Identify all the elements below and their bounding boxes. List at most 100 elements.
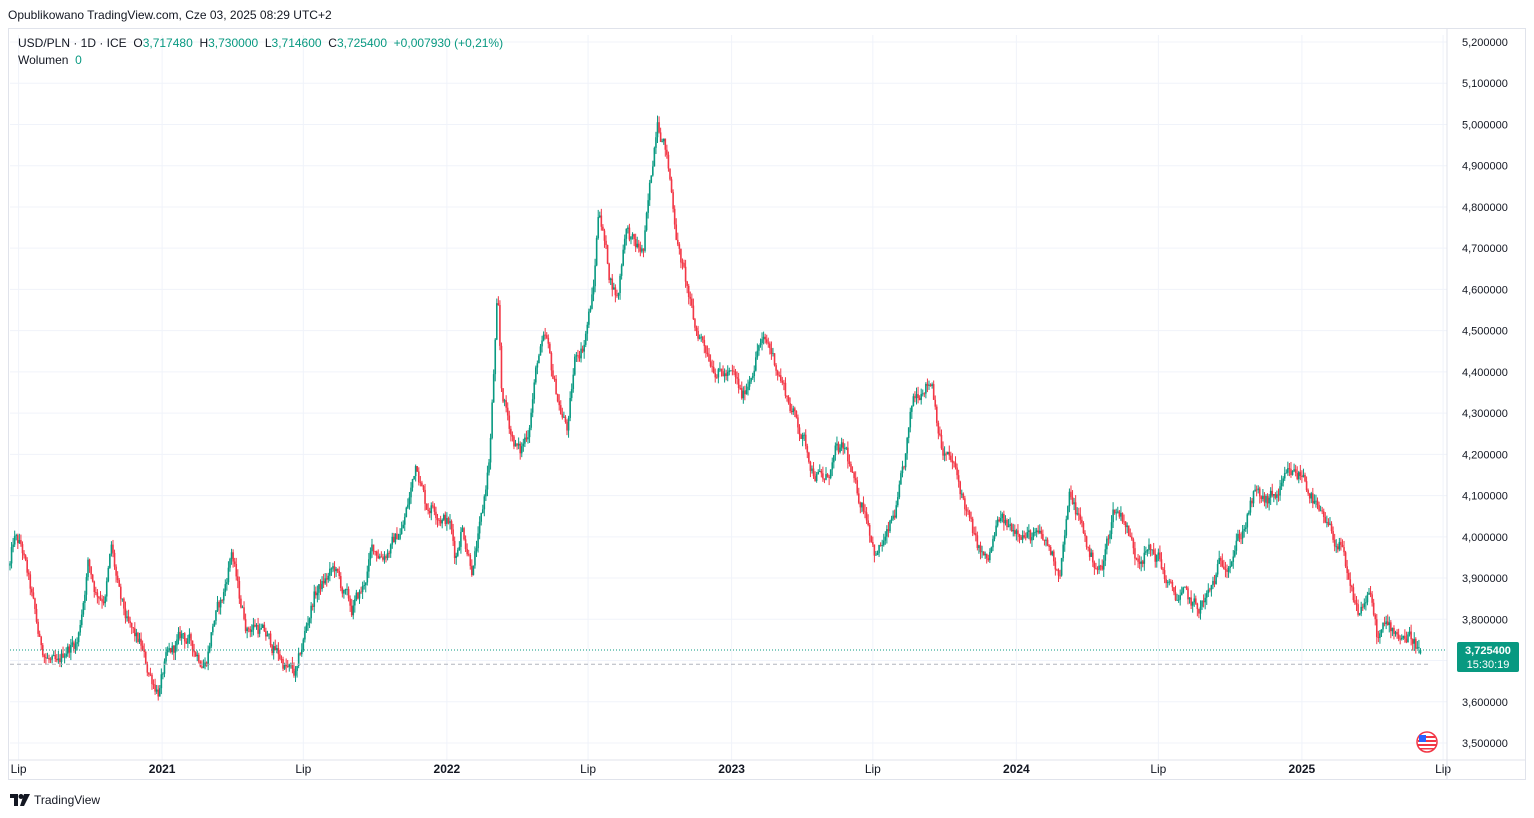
candle-body [1166,582,1169,584]
candle-body [781,380,784,383]
candle-body [1063,535,1066,545]
candle-body [243,607,245,620]
candle-body [232,552,234,562]
candle-body [708,354,710,362]
candle-body [179,631,181,639]
tradingview-logo[interactable]: TradingView [10,793,100,807]
candle-body [589,308,592,312]
candle-body [357,592,359,599]
candle-body [45,657,47,659]
candle-body [258,629,261,634]
y-tick-label: 4,700000 [1462,243,1508,255]
candle-body [691,298,693,306]
candle-body [513,436,515,447]
candle-body [394,533,397,543]
candle-body [1202,600,1205,603]
candle-body [1096,569,1099,571]
candle-body [577,355,579,357]
candle-body [1126,525,1128,528]
candle-body [639,247,642,252]
candle-body [472,565,475,576]
candle-body [71,642,74,645]
candle-body [1224,569,1227,570]
candle-body [700,336,702,338]
candle-body [1397,634,1400,639]
candle-body [57,658,60,661]
candle-body [1017,530,1019,535]
us-flag-icon[interactable] [1413,731,1441,758]
candle-body [1042,534,1044,540]
candle-body [1132,539,1135,549]
candle-body [40,636,43,646]
legend-volume-label[interactable]: Wolumen [18,53,69,67]
candle-body [692,305,695,320]
candle-body [1322,511,1325,518]
candle-body [1396,632,1398,635]
candle-body [1266,496,1269,504]
candle-body [408,497,411,505]
candle-body [967,510,969,512]
candle-body [770,348,773,354]
candle-body [1273,494,1275,496]
candle-body [536,363,539,368]
candle-body [441,519,443,524]
candle-body [1324,517,1327,523]
candle-body [539,346,542,356]
candle-body [34,598,36,609]
candle-body [675,224,678,240]
candle-body [549,343,551,354]
candle-body [257,625,259,634]
candle-body [881,545,883,547]
candle-body [1001,513,1004,519]
candle-body [956,467,958,476]
candle-body [1332,531,1334,540]
candle-body [1354,600,1356,604]
candle-body [918,397,921,401]
candle-body [712,366,715,374]
candle-body [931,384,933,387]
candle-body [54,655,57,660]
candle-body [1263,495,1266,503]
x-tick-label: 2021 [149,762,176,776]
candle-body [575,355,578,357]
candle-body [670,179,673,193]
candle-body [964,498,966,510]
candle-body [1382,622,1384,630]
candle-body [29,574,32,589]
candle-body [583,344,585,352]
candle-body [148,672,150,675]
candle-body [1285,472,1288,474]
candle-body [623,238,626,250]
candle-body [1007,525,1010,528]
candle-body [56,659,58,661]
candle-body [826,474,829,477]
candle-body [496,303,498,340]
candle-body [744,390,746,395]
candle-body [836,443,838,446]
candle-body [1021,535,1024,540]
candle-body [935,406,938,423]
candle-body [1315,500,1317,502]
candle-body [641,248,643,252]
candle-body [1198,609,1200,614]
candle-body [1355,603,1358,605]
candle-body [1159,552,1161,560]
legend-symbol[interactable]: USD/PLN · 1D · ICE [18,36,127,50]
candle-body [656,122,659,138]
candle-body [511,434,514,437]
candle-body [193,650,195,653]
candle-body [845,447,848,449]
candle-body [1391,627,1394,632]
candle-body [154,684,156,692]
candle-body [1302,474,1305,478]
candle-body [1068,491,1071,507]
candle-body [904,453,907,468]
candle-body [1171,581,1174,588]
candle-body [662,138,665,142]
candle-body [233,561,236,564]
candle-body [867,520,869,526]
candle-body [386,552,389,559]
candle-body [559,405,562,415]
legend-open-label: O [133,36,143,50]
